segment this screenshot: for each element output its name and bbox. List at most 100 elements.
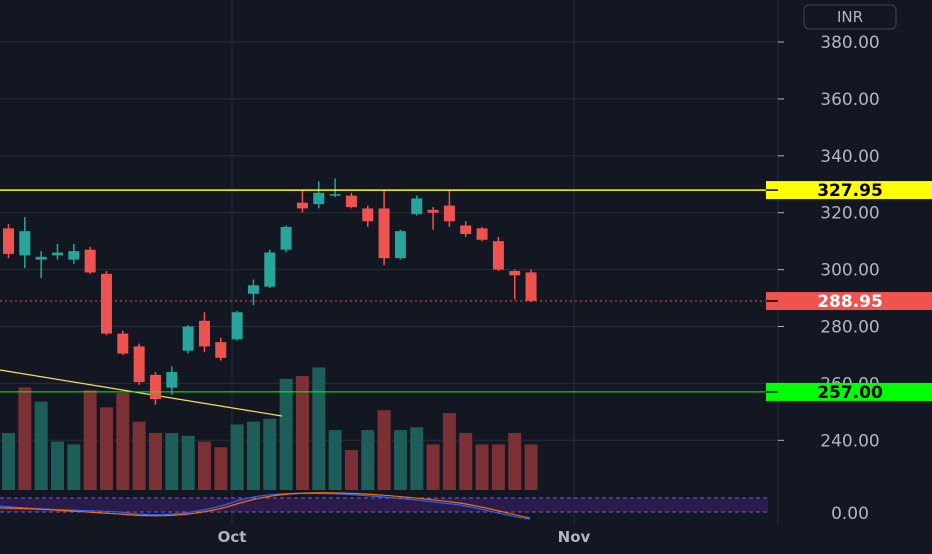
candle[interactable] bbox=[100, 271, 112, 336]
volume-bar bbox=[214, 447, 228, 490]
candle[interactable] bbox=[492, 236, 504, 272]
candle-body bbox=[3, 228, 14, 254]
candle-body bbox=[492, 241, 504, 270]
volume-bars bbox=[2, 367, 538, 490]
candle[interactable] bbox=[133, 343, 145, 385]
candle[interactable] bbox=[313, 181, 325, 209]
candle[interactable] bbox=[84, 246, 96, 274]
y-tick-label: 240.00 bbox=[820, 431, 879, 451]
volume-bar bbox=[165, 433, 179, 490]
candle[interactable] bbox=[280, 225, 292, 253]
candle[interactable] bbox=[215, 337, 227, 361]
candle[interactable] bbox=[525, 269, 537, 303]
volume-bar bbox=[99, 407, 113, 490]
support-label-box bbox=[766, 382, 932, 401]
candle-body bbox=[394, 231, 406, 259]
y-tick-label: 320.00 bbox=[820, 204, 879, 224]
candle-body bbox=[525, 272, 537, 301]
oscillator-tick-label: 0.00 bbox=[831, 504, 869, 524]
volume-bar bbox=[344, 450, 358, 490]
candle[interactable] bbox=[460, 221, 472, 237]
volume-bar bbox=[524, 444, 538, 490]
candle-body bbox=[460, 225, 472, 235]
volume-bar bbox=[116, 393, 130, 490]
x-tick-label: Oct bbox=[218, 528, 247, 546]
candle[interactable] bbox=[231, 310, 243, 341]
volume-bar bbox=[246, 421, 260, 490]
candle-body bbox=[133, 346, 145, 382]
volume-bar bbox=[393, 430, 407, 490]
candle-body bbox=[51, 252, 63, 256]
time-axis[interactable]: Oct Nov bbox=[218, 528, 591, 546]
volume-bar bbox=[67, 444, 81, 490]
volume-bar bbox=[442, 413, 456, 490]
volume-bar bbox=[132, 421, 146, 490]
candle-body bbox=[35, 256, 47, 260]
candle[interactable] bbox=[182, 325, 194, 354]
volume-bar bbox=[181, 435, 195, 490]
price-levels: 327.95 288.95 257.00 bbox=[0, 181, 932, 403]
candle[interactable] bbox=[19, 216, 31, 269]
support-price-label: 257.00 bbox=[817, 383, 883, 403]
candle-body bbox=[443, 205, 455, 222]
candle[interactable] bbox=[329, 178, 341, 198]
candle-body bbox=[198, 320, 210, 347]
candle[interactable] bbox=[198, 312, 210, 353]
price-axis[interactable]: 380.00360.00340.00320.00300.00280.00260.… bbox=[778, 33, 880, 451]
candle-body bbox=[166, 372, 178, 388]
candle[interactable] bbox=[3, 224, 14, 259]
candle[interactable] bbox=[247, 279, 259, 306]
candle[interactable] bbox=[362, 205, 374, 227]
candle[interactable] bbox=[378, 189, 390, 266]
candle[interactable] bbox=[68, 243, 80, 264]
y-tick-label: 380.00 bbox=[820, 33, 879, 53]
candle-body bbox=[362, 208, 374, 222]
candle[interactable] bbox=[51, 243, 63, 260]
currency-button[interactable] bbox=[803, 4, 897, 30]
candle[interactable] bbox=[411, 195, 423, 216]
candles bbox=[3, 178, 537, 405]
candle-body bbox=[231, 312, 243, 340]
candle[interactable] bbox=[443, 189, 455, 227]
candle[interactable] bbox=[427, 207, 439, 230]
candle-body bbox=[68, 251, 80, 260]
grid-lines bbox=[0, 0, 779, 525]
x-tick-label: Nov bbox=[558, 528, 591, 546]
volume-bar bbox=[459, 433, 473, 490]
candle[interactable] bbox=[476, 226, 488, 242]
candle-body bbox=[509, 271, 521, 276]
candle-body bbox=[264, 252, 276, 287]
candle[interactable] bbox=[149, 372, 161, 405]
candle[interactable] bbox=[264, 249, 276, 289]
oscillator-lines bbox=[0, 492, 531, 520]
candle-body bbox=[149, 374, 161, 400]
candle-body bbox=[329, 194, 341, 196]
candle[interactable] bbox=[394, 229, 406, 260]
oscillator-line-slow bbox=[0, 492, 531, 519]
candle-body bbox=[411, 198, 423, 215]
candle[interactable] bbox=[166, 366, 178, 395]
resistance-label-box bbox=[766, 181, 932, 200]
volume-bar bbox=[50, 441, 64, 490]
candle[interactable] bbox=[117, 330, 129, 355]
candle-body bbox=[378, 208, 390, 259]
candle[interactable] bbox=[345, 192, 357, 209]
candle[interactable] bbox=[296, 189, 308, 213]
y-tick-label: 300.00 bbox=[820, 261, 879, 281]
candle[interactable] bbox=[35, 251, 47, 279]
candle-body bbox=[117, 333, 129, 354]
volume-bar bbox=[83, 390, 97, 490]
volume-bar bbox=[230, 424, 244, 490]
candle-body bbox=[84, 249, 96, 273]
trend-line[interactable] bbox=[0, 369, 283, 417]
candle[interactable] bbox=[509, 269, 521, 300]
oscillator-band bbox=[0, 498, 768, 512]
volume-bar bbox=[475, 444, 489, 490]
volume-bar bbox=[508, 433, 522, 490]
volume-bar bbox=[312, 367, 326, 490]
volume-bar bbox=[279, 378, 293, 490]
resistance-price-label: 327.95 bbox=[817, 181, 883, 201]
volume-bar bbox=[197, 441, 211, 490]
